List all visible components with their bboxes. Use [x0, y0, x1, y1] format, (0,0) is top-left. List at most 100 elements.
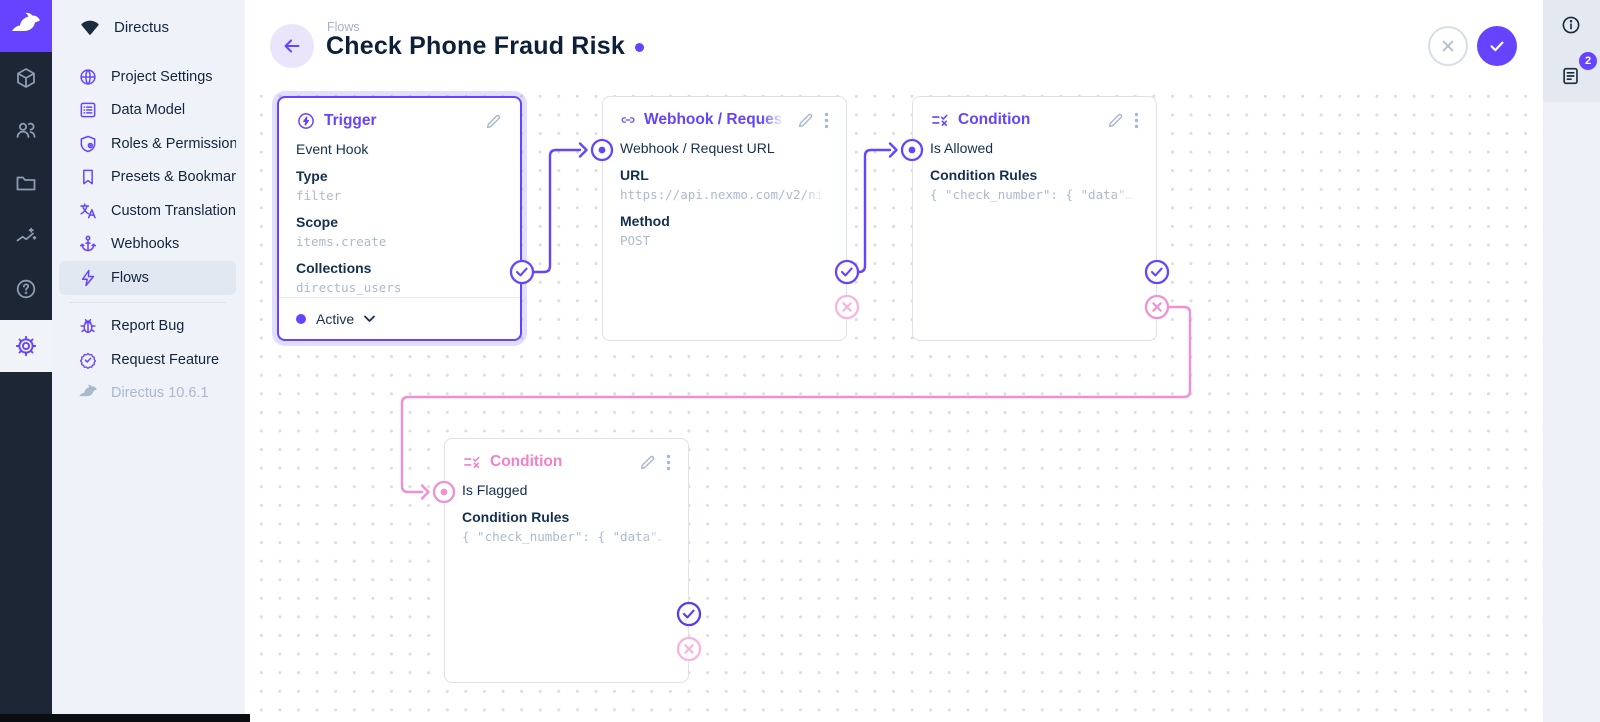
nav-label: Report Bug [111, 318, 185, 335]
directus-logo[interactable] [0, 0, 52, 52]
notification-badge: 2 [1579, 52, 1597, 70]
nav-label: Webhooks [111, 236, 180, 253]
nav-label: Presets & Bookmar... [111, 169, 236, 186]
more-menu-icon[interactable] [666, 454, 671, 471]
edit-icon[interactable] [1106, 111, 1125, 130]
nav-item-request-feature[interactable]: Request Feature [59, 343, 236, 377]
bug-icon [78, 316, 98, 336]
condition-icon [932, 114, 948, 126]
bookmark-icon [78, 167, 98, 187]
translate-icon [78, 201, 98, 221]
field-label: Type [296, 167, 328, 184]
page-title: Check Phone Fraud Risk [326, 32, 644, 61]
status-label: Active [316, 310, 355, 327]
module-help[interactable] [0, 263, 52, 315]
project-header[interactable]: Directus [52, 0, 245, 54]
field-value: { "check_number": { "data"… [930, 185, 1139, 205]
operation-name: Webhook / Request URL [620, 140, 775, 156]
globe-icon [78, 67, 98, 87]
panel-webhook[interactable]: Webhook / Request URL Webhook / Request … [602, 96, 847, 341]
attachment-condition-allowed-reject[interactable] [1144, 294, 1170, 320]
field-label: Scope [296, 213, 339, 230]
version-label: Directus 10.6.1 [111, 385, 209, 402]
edit-icon[interactable] [796, 111, 815, 130]
attachment-condition-allowed-resolve[interactable] [1144, 259, 1170, 285]
attachment-condition-flagged-input[interactable] [432, 480, 456, 504]
attachment-condition-flagged-reject[interactable] [676, 636, 702, 662]
help-icon [16, 279, 36, 299]
field-label: Collections [296, 259, 372, 276]
nav-label: Data Model [111, 102, 186, 119]
breadcrumb[interactable]: Flows [327, 20, 360, 34]
nav-item-custom-translations[interactable]: Custom Translations [59, 194, 236, 228]
module-bar [0, 0, 52, 722]
shield-icon [78, 134, 98, 154]
gear-icon [15, 335, 37, 357]
arrow-left-icon [284, 39, 300, 53]
module-files[interactable] [0, 157, 52, 209]
check-icon [1490, 41, 1504, 52]
back-button[interactable] [270, 24, 314, 68]
attachment-trigger-resolve[interactable] [509, 259, 535, 285]
field-value: POST [620, 233, 651, 248]
nav-item-report-bug[interactable]: Report Bug [59, 310, 236, 344]
nav-item-roles-permissions[interactable]: Roles & Permissions [59, 127, 236, 161]
nav-item-presets-bookmarks[interactable]: Presets & Bookmar... [59, 161, 236, 195]
nav-label: Request Feature [111, 351, 220, 368]
operation-name: Is Flagged [462, 482, 528, 498]
users-icon [16, 122, 36, 138]
field-label: Method [620, 212, 670, 229]
nav-label: Custom Translations [111, 202, 236, 219]
panel-condition-allowed[interactable]: Condition Is Allowed Condition Rules { "… [912, 96, 1157, 341]
project-logo-icon [81, 20, 99, 35]
link-icon [621, 117, 635, 123]
anchor-icon [78, 234, 98, 254]
save-button[interactable] [1477, 26, 1517, 66]
field-value: https://api.nexmo.com/v2/ni [620, 185, 829, 205]
nav-label: Roles & Permissions [111, 135, 236, 152]
nav-sidebar: Directus Project Settings Data Model [52, 0, 245, 722]
nav-item-project-settings[interactable]: Project Settings [59, 60, 236, 94]
notifications-icon [1563, 67, 1578, 85]
panel-trigger[interactable]: Trigger Event Hook Type filter Scope ite… [277, 96, 522, 341]
field-value: items.create [296, 234, 387, 249]
attachment-condition-allowed-input[interactable] [900, 138, 924, 162]
module-users[interactable] [0, 104, 52, 156]
module-content[interactable] [0, 52, 52, 104]
info-button[interactable] [1553, 7, 1589, 43]
edit-icon[interactable] [484, 112, 503, 131]
field-value: directus_users [296, 280, 402, 295]
panel-title: Trigger [324, 112, 377, 129]
nav-item-flows[interactable]: Flows [59, 261, 236, 295]
attachment-webhook-reject[interactable] [834, 294, 860, 320]
right-sidebar: 2 [1543, 0, 1600, 722]
trigger-icon [298, 113, 314, 129]
attachment-condition-flagged-resolve[interactable] [676, 601, 702, 627]
folder-icon [16, 176, 36, 191]
data-model-icon [78, 100, 98, 120]
panel-condition-flagged[interactable]: Condition Is Flagged Condition Rules { "… [444, 438, 689, 683]
nav-item-data-model[interactable]: Data Model [59, 94, 236, 128]
nav-label: Project Settings [111, 68, 213, 85]
attachment-webhook-resolve[interactable] [834, 259, 860, 285]
module-insights[interactable] [0, 210, 52, 262]
edit-icon[interactable] [638, 453, 657, 472]
field-label: Condition Rules [930, 166, 1038, 183]
field-label: URL [620, 166, 649, 183]
more-menu-icon[interactable] [1134, 112, 1139, 129]
nav-item-version: Directus 10.6.1 [59, 377, 236, 411]
bottom-strip [0, 714, 250, 722]
attachment-webhook-input[interactable] [590, 138, 614, 162]
trigger-status-toggle[interactable]: Active [279, 297, 520, 339]
cancel-button[interactable] [1428, 26, 1468, 66]
field-label: Condition Rules [462, 508, 570, 525]
nav-label: Flows [111, 269, 149, 286]
more-menu-icon[interactable] [824, 112, 829, 129]
panel-title: Webhook / Request URL [644, 111, 788, 129]
module-settings[interactable] [0, 320, 52, 372]
nav-list: Project Settings Data Model Roles & Perm… [52, 54, 245, 410]
nav-item-webhooks[interactable]: Webhooks [59, 228, 236, 262]
trigger-type: Event Hook [296, 141, 369, 157]
notifications-button[interactable]: 2 [1553, 52, 1597, 94]
